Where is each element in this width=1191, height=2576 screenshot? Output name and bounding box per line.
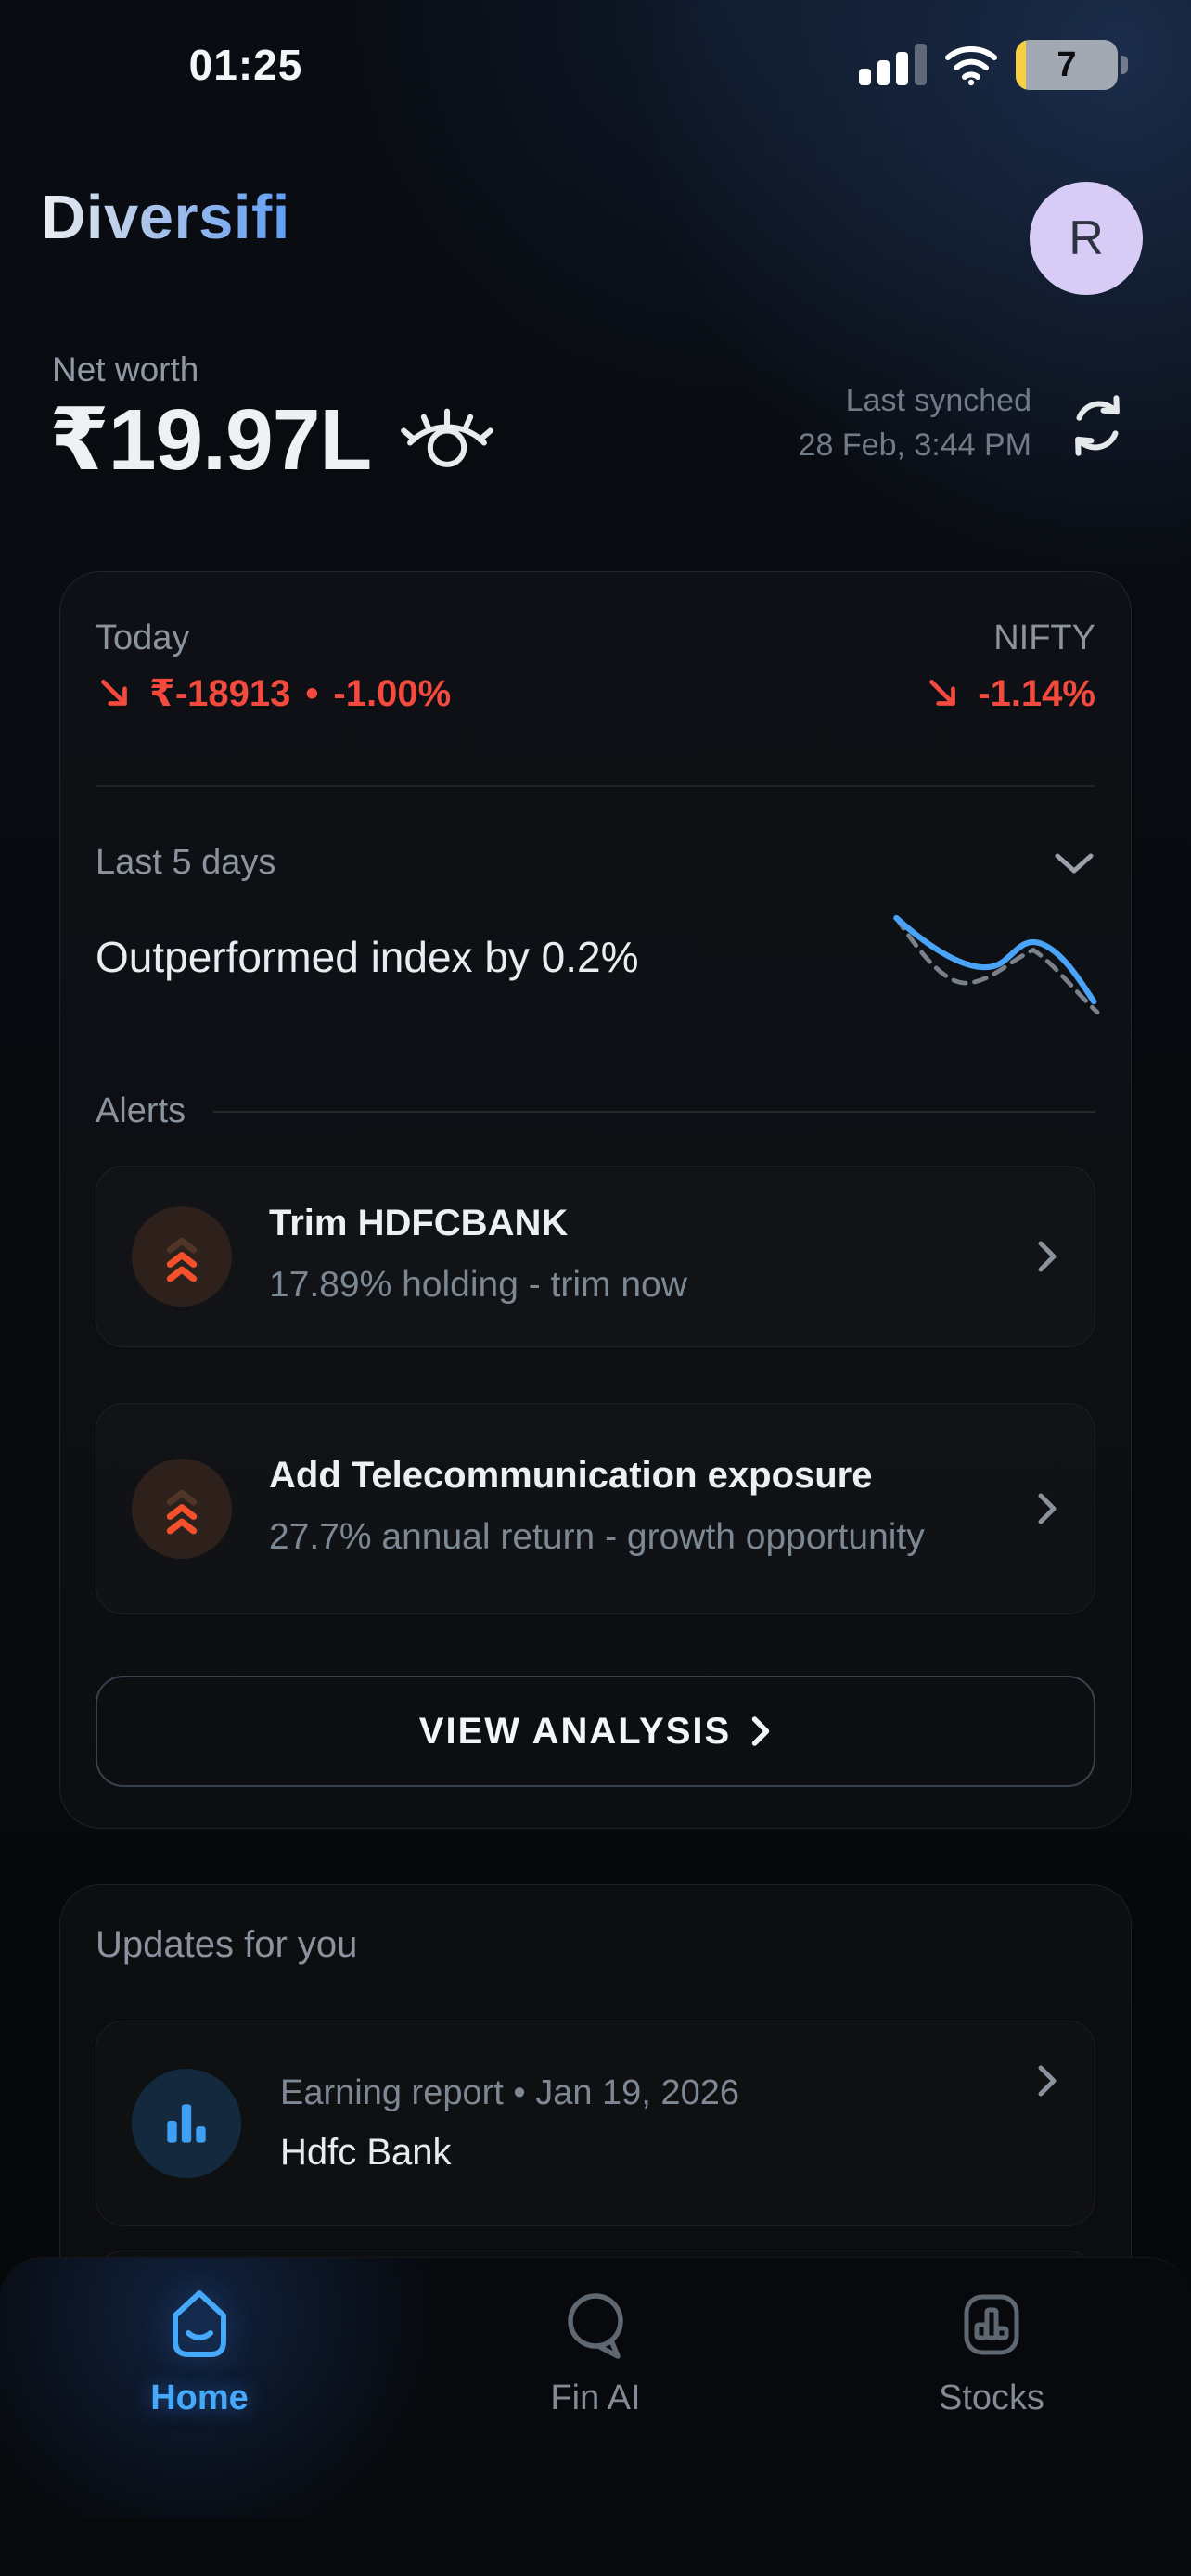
summary-card: Today NIFTY ₹-18913 • -1.00% -1.14% Last… xyxy=(59,571,1132,1829)
refresh-icon[interactable] xyxy=(1061,389,1133,462)
net-worth-row: ₹19.97L xyxy=(49,389,495,490)
today-value: ₹-18913 xyxy=(149,673,291,714)
updates-title: Updates for you xyxy=(96,1924,358,1965)
nav-label: Fin AI xyxy=(550,2378,641,2417)
period-row[interactable]: Last 5 days xyxy=(96,843,1095,883)
index-change: -1.14% xyxy=(924,672,1095,715)
summary-labels-row: Today NIFTY xyxy=(96,618,1095,658)
status-time: 01:25 xyxy=(188,41,303,89)
performance-sparkline xyxy=(893,914,1100,1014)
today-separator: • xyxy=(305,672,319,714)
alert-priority-icon xyxy=(132,1206,232,1307)
update-meta: Earning report • Jan 19, 2026 xyxy=(280,2073,739,2112)
alert-title: Add Telecommunication exposure xyxy=(269,1454,873,1496)
alerts-header: Alerts xyxy=(96,1091,1095,1131)
net-worth-label: Net worth xyxy=(52,351,199,389)
battery-charge-level xyxy=(1016,40,1026,90)
chevron-right-icon xyxy=(751,1716,770,1746)
period-label: Last 5 days xyxy=(96,843,276,882)
summary-values-row: ₹-18913 • -1.00% -1.14% xyxy=(96,672,1095,715)
today-label: Today xyxy=(96,618,190,657)
alerts-label: Alerts xyxy=(96,1091,186,1130)
divider xyxy=(96,785,1095,787)
battery-icon: 7 xyxy=(1016,40,1128,90)
alerts-divider xyxy=(213,1110,1095,1113)
alert-card-telecom[interactable]: Add Telecommunication exposure 27.7% ann… xyxy=(96,1403,1095,1614)
index-label: NIFTY xyxy=(993,618,1095,657)
net-worth-value: ₹19.97L xyxy=(49,391,372,488)
bottom-nav: Home Fin AI Stocks xyxy=(0,2257,1191,2576)
nav-label: Home xyxy=(150,2378,249,2417)
battery-percent: 7 xyxy=(1057,45,1077,84)
alert-subtitle: 27.7% annual return - growth opportunity xyxy=(269,1516,925,1557)
alert-title: Trim HDFCBANK xyxy=(269,1202,569,1243)
nav-item-stocks[interactable]: Stocks xyxy=(843,2286,1140,2418)
view-analysis-button[interactable]: VIEW ANALYSIS xyxy=(96,1676,1095,1787)
avatar-initial: R xyxy=(1069,211,1104,265)
nav-item-home[interactable]: Home xyxy=(51,2286,348,2418)
chat-bubble-icon xyxy=(568,2293,623,2359)
chevron-right-icon xyxy=(1038,2065,1057,2097)
chevron-right-icon xyxy=(1038,1241,1057,1272)
update-item-hdfc[interactable]: Earning report • Jan 19, 2026 Hdfc Bank xyxy=(96,2021,1095,2226)
status-icons: 7 xyxy=(859,40,1128,90)
update-company: Hdfc Bank xyxy=(280,2132,452,2173)
last-synced: Last synched 28 Feb, 3:44 PM xyxy=(799,378,1031,467)
earnings-chart-icon xyxy=(132,2069,241,2178)
index-percent: -1.14% xyxy=(978,672,1095,714)
eye-icon[interactable] xyxy=(399,399,495,480)
last-synced-time: 28 Feb, 3:44 PM xyxy=(798,427,1031,463)
alert-priority-icon xyxy=(132,1459,232,1559)
trend-down-icon xyxy=(929,680,956,706)
alert-text: Add Telecommunication exposure 27.7% ann… xyxy=(269,1455,925,1562)
cellular-signal-icon xyxy=(859,44,927,85)
home-icon xyxy=(173,2290,226,2357)
today-change: ₹-18913 • -1.00% xyxy=(96,672,451,715)
stocks-chart-icon xyxy=(964,2294,1019,2355)
last-synced-label: Last synched xyxy=(845,383,1031,418)
header: Diversifi R xyxy=(41,182,1143,295)
today-percent: -1.00% xyxy=(333,672,452,714)
chevron-right-icon xyxy=(1038,1493,1057,1524)
chevron-down-icon[interactable] xyxy=(1053,851,1095,875)
alert-text: Trim HDFCBANK 17.89% holding - trim now xyxy=(269,1203,687,1310)
app-title: Diversifi xyxy=(41,183,290,252)
view-analysis-label: VIEW ANALYSIS xyxy=(418,1710,732,1752)
alert-subtitle: 17.89% holding - trim now xyxy=(269,1264,687,1305)
updates-card: Updates for you Earning report • Jan 19,… xyxy=(59,1884,1132,2576)
avatar[interactable]: R xyxy=(1030,182,1143,295)
nav-label: Stocks xyxy=(938,2378,1045,2417)
trend-down-icon xyxy=(101,680,127,706)
wifi-icon xyxy=(945,46,997,86)
alert-card-trim[interactable]: Trim HDFCBANK 17.89% holding - trim now xyxy=(96,1166,1095,1347)
update-text: Earning report • Jan 19, 2026 Hdfc Bank xyxy=(280,2073,739,2174)
nav-item-fin-ai[interactable]: Fin AI xyxy=(447,2286,744,2418)
status-bar: 01:25 7 xyxy=(0,35,1191,95)
performance-text: Outperformed index by 0.2% xyxy=(96,933,639,981)
